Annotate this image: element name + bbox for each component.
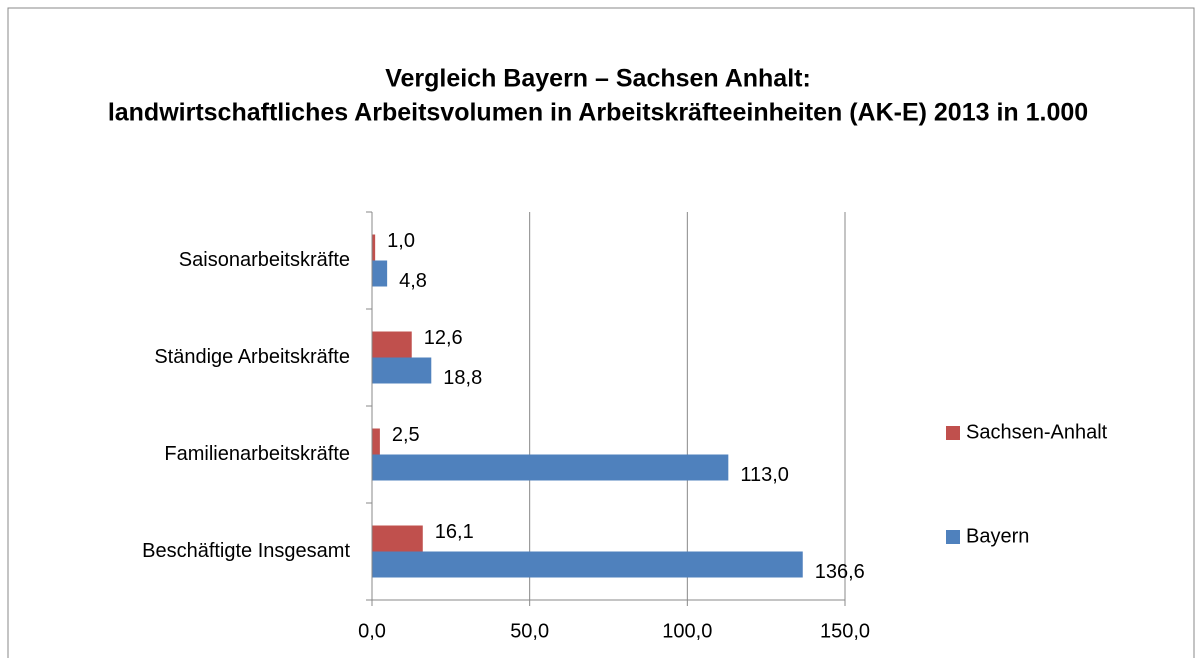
bar (372, 428, 380, 455)
bar (372, 551, 803, 578)
legend-swatch (946, 426, 960, 440)
legend-swatch (946, 530, 960, 544)
data-label: 2,5 (392, 424, 420, 446)
bar (372, 260, 388, 287)
data-label: 113,0 (740, 464, 789, 486)
bar (372, 525, 423, 552)
x-tick-label: 100,0 (662, 620, 712, 642)
bar (372, 331, 412, 358)
x-tick-label: 50,0 (510, 620, 549, 642)
data-label: 16,1 (435, 521, 474, 543)
legend-label: Bayern (966, 525, 1029, 547)
data-label: 18,8 (443, 367, 482, 389)
bar (372, 234, 376, 261)
chart-border (7, 7, 1195, 658)
data-label: 136,6 (815, 561, 865, 583)
x-tick-label: 150,0 (820, 620, 870, 642)
bar (372, 454, 729, 481)
data-label: 12,6 (424, 327, 463, 349)
x-tick-label: 0,0 (358, 620, 386, 642)
bar (372, 357, 432, 384)
data-label: 1,0 (387, 230, 415, 252)
legend-label: Sachsen-Anhalt (966, 421, 1108, 443)
data-label: 4,8 (399, 270, 427, 292)
chart-title: landwirtschaftliches Arbeitsvolumen in A… (108, 99, 1088, 127)
chart-title: Vergleich Bayern – Sachsen Anhalt: (385, 65, 811, 93)
y-tick-label: Ständige Arbeitskräfte (154, 346, 350, 368)
y-tick-label: Familienarbeitskräfte (164, 443, 350, 465)
y-tick-label: Beschäftigte Insgesamt (142, 540, 350, 562)
y-tick-label: Saisonarbeitskräfte (179, 249, 350, 271)
